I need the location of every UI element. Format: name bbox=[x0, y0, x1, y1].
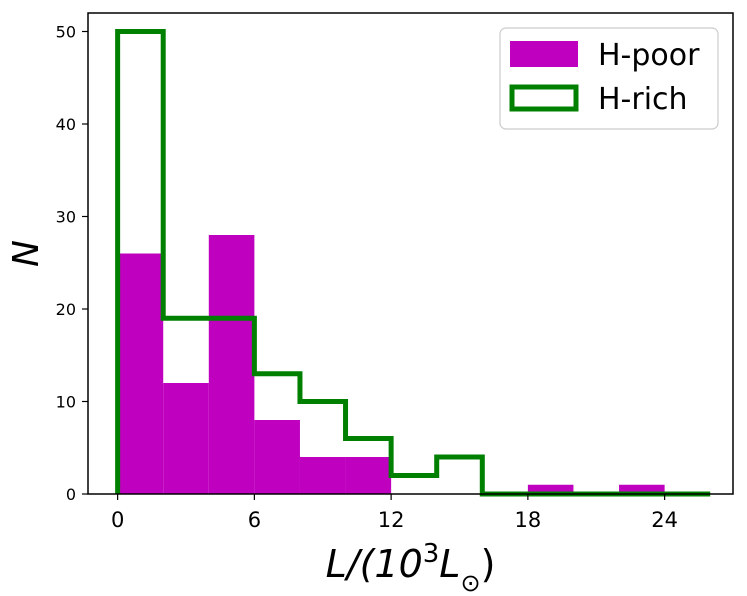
x-tick-label: 18 bbox=[515, 508, 542, 532]
h-poor-bar bbox=[299, 457, 346, 494]
h-poor-bar bbox=[619, 484, 665, 494]
y-tick-label: 30 bbox=[56, 208, 76, 227]
h-poor-bar bbox=[117, 253, 164, 494]
y-axis-label: N bbox=[6, 240, 47, 267]
x-axis-label-suffix: ) bbox=[481, 542, 496, 586]
y-tick-label: 10 bbox=[56, 393, 76, 412]
h-poor-bar bbox=[163, 383, 209, 494]
legend-label-h-rich: H-rich bbox=[598, 82, 688, 117]
x-axis-label: L/(103L⊙) bbox=[326, 539, 496, 596]
h-poor-bar bbox=[254, 420, 300, 494]
h-poor-bar bbox=[208, 235, 255, 494]
y-tick-label: 40 bbox=[56, 115, 76, 134]
legend-label-h-poor: H-poor bbox=[598, 38, 700, 73]
legend-swatch-h-poor bbox=[510, 41, 578, 67]
legend-swatch-h-rich bbox=[509, 84, 579, 112]
y-tick-label: 20 bbox=[56, 300, 76, 319]
y-tick-label: 0 bbox=[66, 485, 76, 504]
x-axis-label-prefix: L/(10 bbox=[326, 542, 423, 586]
x-tick-label: 6 bbox=[248, 508, 261, 532]
x-axis-label-subscript: ⊙ bbox=[460, 569, 480, 596]
x-tick-label: 12 bbox=[378, 508, 405, 532]
x-tick-label: 24 bbox=[651, 508, 678, 532]
y-axis: 0 10 20 30 40 50 bbox=[56, 23, 88, 504]
x-axis-label-superscript: 3 bbox=[423, 539, 440, 569]
h-poor-bar bbox=[345, 457, 392, 494]
plot-frame bbox=[87, 12, 734, 495]
x-axis: 0 6 12 18 24 bbox=[111, 494, 678, 532]
x-axis-label-middle: L bbox=[439, 542, 460, 586]
legend: H-poor H-rich bbox=[499, 27, 719, 130]
y-tick-label: 50 bbox=[56, 23, 76, 42]
h-poor-bar bbox=[527, 484, 574, 494]
x-tick-label: 0 bbox=[111, 508, 124, 532]
h-poor-bars-layer bbox=[117, 235, 665, 494]
